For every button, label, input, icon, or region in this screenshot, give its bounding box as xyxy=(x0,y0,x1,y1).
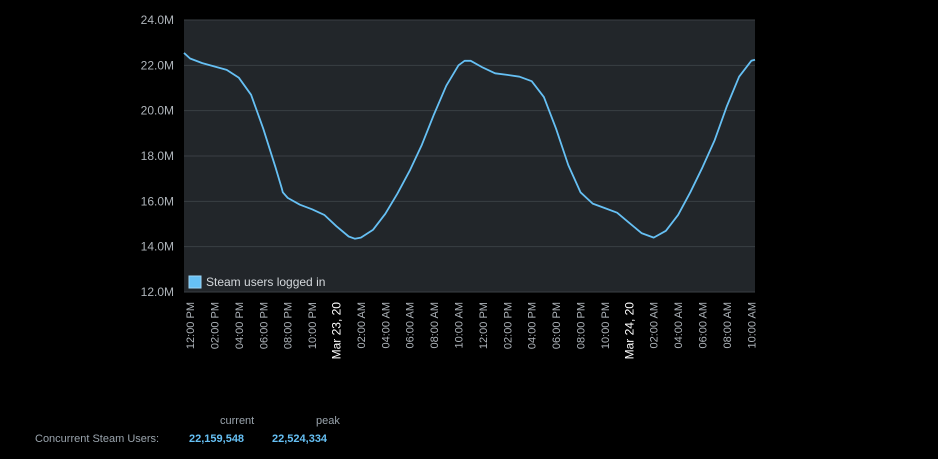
peak-users-value: 22,524,334 xyxy=(272,433,328,445)
x-tick-label: 10:00 PM xyxy=(307,302,319,349)
x-tick-label: 06:00 PM xyxy=(258,302,270,349)
legend[interactable]: Steam users logged in xyxy=(188,275,325,289)
gridlines xyxy=(184,19,755,293)
x-tick-label: 06:00 AM xyxy=(405,302,417,348)
chart: 24.0M 22.0M 20.0M 18.0M 16.0M 14.0M 12.0M 12:0… xyxy=(141,13,759,360)
x-tick-label: 08:00 AM xyxy=(722,302,734,348)
x-tick-label: 08:00 AM xyxy=(429,302,441,348)
y-tick-label: 22.0M xyxy=(141,58,174,72)
y-tick-label: 12.0M xyxy=(141,285,174,299)
x-tick-label: 04:00 AM xyxy=(673,302,685,348)
x-tick-label: 08:00 PM xyxy=(576,302,588,349)
y-tick-label: 16.0M xyxy=(141,194,174,208)
x-tick-label: Mar 23, 20 xyxy=(330,302,344,360)
x-tick-label: 08:00 PM xyxy=(283,302,295,349)
legend-swatch xyxy=(188,275,202,289)
current-header: current xyxy=(220,415,255,427)
current-users-value: 22,159,548 xyxy=(189,433,245,445)
x-tick-label: 06:00 AM xyxy=(698,302,710,348)
series-lines xyxy=(183,52,756,240)
y-tick-label: 24.0M xyxy=(141,13,174,27)
series-line-0 xyxy=(183,52,756,240)
x-tick-label: 02:00 PM xyxy=(502,302,514,349)
y-tick-label: 14.0M xyxy=(141,240,174,254)
x-axis: 12:00 PM 02:00 PM 04:00 PM 06:00 PM 08:00 PM… xyxy=(185,302,758,360)
x-tick-label: 10:00 PM xyxy=(600,302,612,349)
x-tick-label: 02:00 AM xyxy=(356,302,368,348)
y-axis: 24.0M 22.0M 20.0M 18.0M 16.0M 14.0M 12.0M xyxy=(141,13,174,299)
x-tick-label: 02:00 PM xyxy=(210,302,222,349)
x-tick-label: 12:00 PM xyxy=(185,302,197,349)
x-tick-label: 04:00 PM xyxy=(234,302,246,349)
x-tick-label: Mar 24, 20 xyxy=(622,302,636,360)
x-tick-label: 06:00 PM xyxy=(551,302,563,349)
x-tick-label: 04:00 AM xyxy=(380,302,392,348)
x-tick-label: 04:00 PM xyxy=(527,302,539,349)
legend-label: Steam users logged in xyxy=(206,275,325,289)
x-tick-label: 12:00 PM xyxy=(478,302,490,349)
y-tick-label: 20.0M xyxy=(141,104,174,118)
y-tick-label: 18.0M xyxy=(141,149,174,163)
x-tick-label: 10:00 AM xyxy=(746,302,758,348)
peak-header: peak xyxy=(316,415,340,427)
x-tick-label: 10:00 AM xyxy=(454,302,466,348)
concurrent-users-label: Concurrent Steam Users: xyxy=(35,433,160,445)
x-tick-label: 02:00 AM xyxy=(649,302,661,348)
